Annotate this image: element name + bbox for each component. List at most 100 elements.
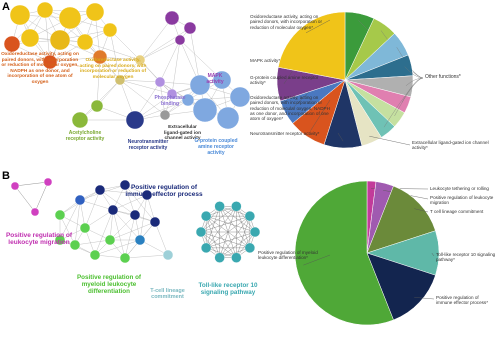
network-label: T-cell lineage commitment <box>150 288 185 301</box>
leader-line <box>414 297 435 300</box>
network-node <box>102 22 118 38</box>
slice-label: Leukocyte tethering or rolling <box>430 186 489 191</box>
network-node <box>90 99 104 113</box>
network-edge <box>219 216 250 258</box>
network-node <box>104 234 116 246</box>
network-edge <box>124 184 156 223</box>
network-edge <box>200 206 237 233</box>
network-node <box>58 6 82 30</box>
panel-label: A <box>2 1 10 13</box>
network-edge <box>236 216 251 258</box>
network-node <box>114 74 126 86</box>
network-edge <box>119 79 166 116</box>
network-edge <box>200 215 250 233</box>
network-edge <box>205 216 220 258</box>
network-node <box>162 249 174 261</box>
network-node <box>249 226 261 238</box>
network-edge <box>94 239 141 256</box>
network-node <box>166 88 178 100</box>
network-node <box>54 234 66 246</box>
network-edge <box>84 209 114 229</box>
network-label: Positive regulation of myeloid leukocyte… <box>76 274 142 296</box>
network-edge <box>109 214 136 241</box>
network-edge <box>236 206 251 248</box>
pie-slice <box>277 11 346 81</box>
network-edge <box>59 199 81 241</box>
network-node <box>192 97 218 123</box>
slice-label: Toll-like receptor 10 signaling pathway* <box>436 252 496 263</box>
network-node <box>189 74 211 96</box>
network-node <box>149 216 161 228</box>
network-label: Acetylcholine receptor activity <box>65 130 105 142</box>
leader-line <box>337 132 344 142</box>
network-edge <box>139 194 148 241</box>
network-edge <box>49 56 101 63</box>
network-edge <box>74 199 81 246</box>
network-node <box>214 252 225 263</box>
network-node <box>79 222 91 234</box>
network-node <box>216 106 240 130</box>
network-node <box>134 234 146 246</box>
network-label: Neurotransmitter receptor activity <box>127 139 169 151</box>
network-edge <box>219 231 256 258</box>
slice-label: Neurotransmitter receptor activity* <box>250 131 320 136</box>
network-edge <box>79 79 121 121</box>
network-node <box>85 2 105 22</box>
network-edge <box>139 239 169 256</box>
network-node <box>181 93 195 107</box>
slice-label: G-protein coupled amine receptor activit… <box>250 75 319 86</box>
slice-label: Extracellular ligand-gated ion channel a… <box>412 140 489 151</box>
network-node <box>36 1 54 19</box>
network-node <box>20 28 40 48</box>
network-edge <box>139 17 173 61</box>
network-node <box>107 204 119 216</box>
network-node <box>54 209 66 221</box>
network-edge <box>124 214 136 259</box>
network-edge <box>59 214 76 246</box>
other-label: Other functions* <box>425 74 461 80</box>
network-edge <box>119 79 161 83</box>
network-edge <box>84 41 141 61</box>
slice-label: Oxidoreductase activity, acting on paire… <box>250 95 330 122</box>
network-node <box>195 226 207 238</box>
network-edge <box>109 29 121 81</box>
leader-line <box>305 19 331 34</box>
leader-line <box>369 135 411 146</box>
network-node <box>30 207 40 217</box>
network-edge <box>134 99 189 121</box>
network-node <box>76 33 94 51</box>
network-node <box>212 70 232 90</box>
network-edge <box>112 209 141 241</box>
slice-label: T cell lineage commitment <box>430 209 484 214</box>
pie-slice <box>294 180 394 326</box>
network-node <box>231 201 242 212</box>
network-node <box>71 111 89 129</box>
network-node <box>154 76 166 88</box>
network-edge <box>159 39 181 83</box>
leader-line <box>383 77 424 128</box>
network-edge <box>219 206 256 233</box>
network-node <box>244 210 256 222</box>
network-edge <box>205 206 220 248</box>
network-node <box>43 177 53 187</box>
network-node <box>164 10 180 26</box>
network-node <box>10 181 20 191</box>
network-node <box>3 35 21 53</box>
network-node <box>134 54 146 66</box>
network-edge <box>139 59 173 95</box>
network-node <box>214 201 225 212</box>
leader-line <box>303 254 331 266</box>
network-label: Positive regulation of immune effector p… <box>125 184 203 199</box>
network-edge <box>119 79 173 95</box>
network-node <box>174 34 186 46</box>
network-label: Phosphatase binding <box>154 95 186 107</box>
network-label: MAPK activity <box>206 73 224 85</box>
slice-label: Positive regulation of leukocyte migrati… <box>430 195 494 206</box>
network-edge <box>179 39 223 81</box>
network-edge <box>154 221 169 256</box>
network-edge <box>112 209 126 259</box>
network-node <box>129 209 141 221</box>
network-edge <box>34 181 49 213</box>
network-node <box>183 21 197 35</box>
